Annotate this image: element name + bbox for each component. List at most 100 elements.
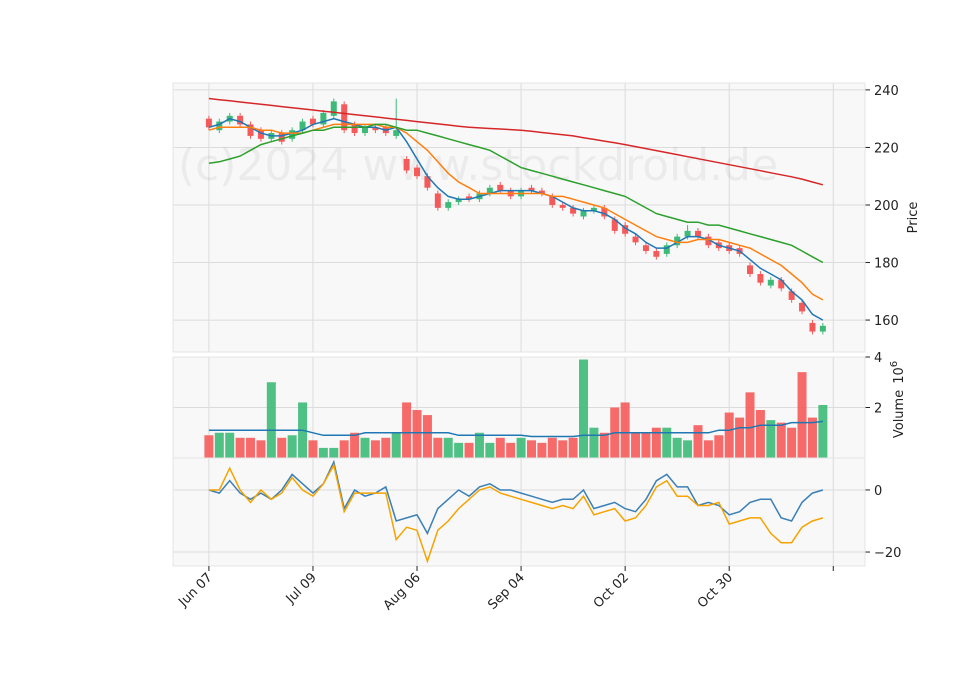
candle-body — [788, 291, 795, 300]
candle-body — [309, 118, 316, 125]
candle-body — [299, 121, 306, 131]
candle-body — [653, 251, 660, 257]
volume-bar — [485, 442, 495, 458]
candle-body — [237, 115, 244, 125]
volume-bar — [724, 412, 734, 458]
volume-bar — [651, 427, 661, 458]
candle-body — [549, 196, 556, 205]
volume-bar — [787, 427, 797, 458]
candle-body — [799, 302, 806, 312]
panel-frame — [172, 457, 866, 567]
volume-bar — [474, 432, 484, 458]
candle-body — [289, 130, 296, 139]
volume-bar — [620, 402, 630, 458]
line-series — [208, 97, 824, 186]
candle-body — [663, 245, 670, 254]
y-tick-label: 160 — [874, 314, 899, 329]
volume-bar — [391, 432, 401, 458]
candle-body — [455, 199, 462, 203]
candle-body — [570, 207, 577, 214]
y-tick-label: 220 — [874, 141, 899, 156]
volume-bar — [526, 440, 536, 458]
volume-bar — [235, 437, 245, 458]
x-tick-label: Aug 06 — [381, 570, 424, 613]
candle-body — [538, 190, 545, 194]
volume-bar — [214, 432, 224, 458]
volume-bar — [287, 435, 297, 458]
x-tick-label: Sep 04 — [485, 570, 528, 613]
candle-body — [622, 225, 629, 234]
volume-bar — [443, 437, 453, 458]
x-tick-label: Oct 02 — [591, 570, 632, 611]
volume-bar — [631, 432, 641, 458]
panel-background — [173, 83, 865, 352]
y-tick-label: 0 — [874, 484, 882, 499]
volume-bar — [714, 435, 724, 458]
volume-bar — [755, 410, 765, 458]
volume-bar — [256, 440, 266, 458]
y-tick-label: 4 — [874, 351, 882, 366]
candle-body — [767, 279, 774, 286]
y-axis-label-text: Volume — [892, 390, 907, 438]
volume-bar — [277, 437, 287, 458]
y-tick-label: 200 — [874, 199, 899, 214]
volume-bar — [412, 410, 422, 458]
candle-body — [819, 325, 826, 332]
volume-bar — [599, 432, 609, 458]
candle-body — [278, 133, 285, 142]
volume-bar — [422, 415, 432, 458]
volume-bar — [693, 425, 703, 458]
x-tick-label: Jul 09 — [283, 570, 320, 607]
volume-bar — [370, 440, 380, 458]
candle-body — [393, 130, 400, 136]
y-multiplier-exponent: 6 — [889, 361, 900, 367]
volume-bar — [204, 435, 214, 458]
candle-body — [466, 196, 473, 200]
volume-bar — [350, 432, 360, 458]
volume-bar — [776, 422, 786, 458]
candle-body — [486, 187, 493, 194]
volume-bar — [568, 437, 578, 458]
candle-body — [403, 158, 410, 171]
candle-body — [247, 124, 254, 136]
candle-body — [528, 187, 535, 191]
volume-bar — [766, 420, 776, 458]
volume-bar — [329, 447, 339, 458]
y-multiplier-base: 10 — [892, 367, 907, 384]
volume-bar — [672, 437, 682, 458]
candle-body — [747, 265, 754, 275]
candle-body — [601, 207, 608, 217]
candle-body — [351, 124, 358, 134]
y-tick-label: 180 — [874, 257, 899, 272]
y-tick-label: −20 — [874, 546, 901, 561]
line-series — [208, 123, 824, 264]
volume-bar — [506, 442, 516, 458]
line-series — [208, 463, 824, 564]
candle-body — [590, 207, 597, 211]
volume-bar — [308, 440, 318, 458]
candle-body — [205, 118, 212, 128]
candle-body — [257, 130, 264, 139]
volume-bar — [807, 417, 817, 458]
candle-body — [361, 127, 368, 134]
y-axis-label: Volume 106 — [889, 361, 907, 438]
volume-bar — [537, 442, 547, 458]
candle-body — [330, 101, 337, 116]
volume-bar — [558, 440, 568, 458]
candle-body — [684, 230, 691, 237]
watermark: (c)2024 www.stockdroid.de — [178, 140, 778, 191]
volume-bar — [818, 404, 828, 458]
volume-bar — [339, 440, 349, 458]
volume-bar — [318, 447, 328, 458]
volume-bar — [360, 437, 370, 458]
candle-body — [341, 104, 348, 131]
y-axis-label: Price — [906, 202, 921, 234]
volume-bar — [735, 417, 745, 458]
candle-body — [216, 121, 223, 131]
candle-body — [580, 210, 587, 217]
volume-bar — [589, 427, 599, 458]
candle-body — [559, 204, 566, 208]
volume-bar — [464, 442, 474, 458]
volume-bar — [454, 442, 464, 458]
